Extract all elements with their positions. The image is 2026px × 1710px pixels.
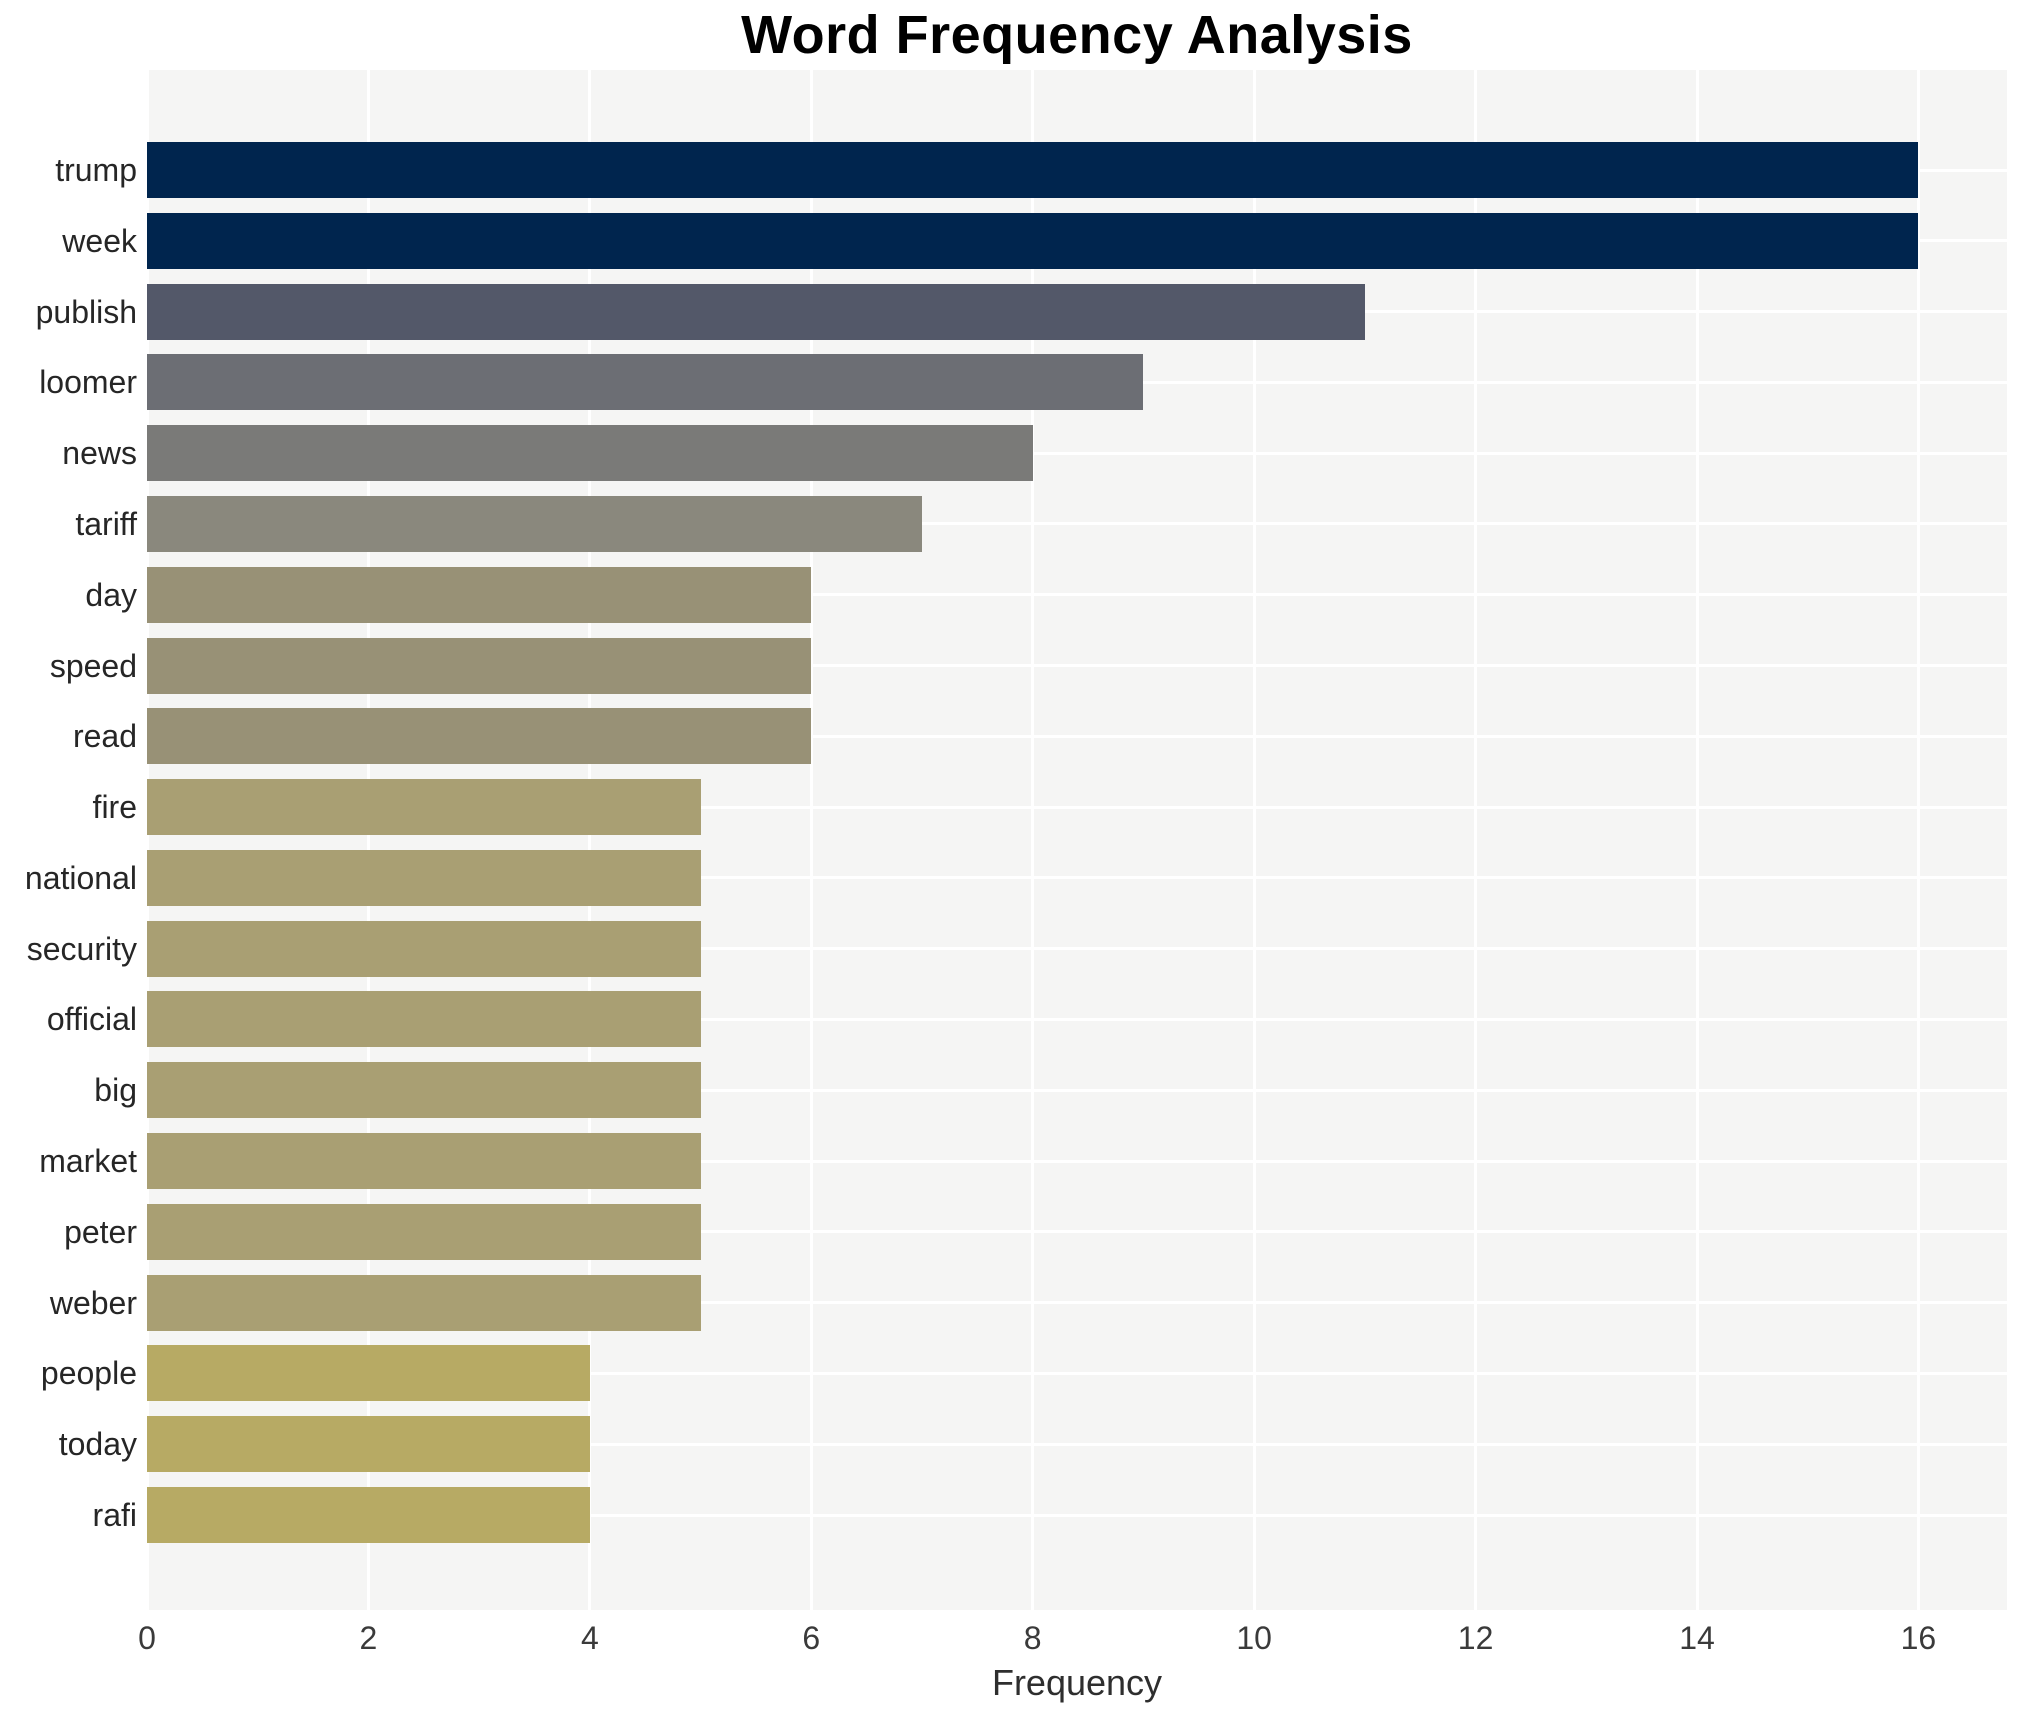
y-tick-label: weber [49,1284,137,1321]
y-tick-label: read [72,718,137,755]
y-tick-label: fire [92,789,137,826]
v-gridline [1474,70,1478,1610]
h-gridline [147,734,2007,738]
y-tick-label: peter [64,1213,137,1250]
x-tick-label: 10 [1236,1620,1272,1656]
bar [147,991,701,1048]
bar [147,495,922,552]
bar [147,354,1144,411]
y-tick-label: publish [35,293,137,330]
h-gridline [147,1088,2007,1092]
y-tick-label: rafi [92,1497,137,1533]
v-gridline [1916,70,1920,1610]
x-axis-label: Frequency [991,1662,1163,1703]
h-gridline [147,451,2007,455]
bar [147,142,1919,198]
h-gridline [147,593,2007,597]
y-tick-label: big [94,1072,137,1109]
y-tick-label: today [58,1426,137,1463]
h-gridline [147,876,2007,880]
v-gridline [809,70,813,1610]
h-gridline [147,1442,2007,1446]
bar [147,1062,701,1119]
bar [147,1487,590,1543]
y-tick-label: official [46,1001,137,1038]
x-tick-label: 0 [138,1620,156,1656]
h-gridline [147,1301,2007,1305]
h-gridline [147,805,2007,809]
bar [147,566,812,623]
v-gridline [1695,70,1699,1610]
y-tick-label: news [62,435,137,472]
y-tick-label: trump [55,152,137,188]
h-gridline [147,1230,2007,1234]
bar [147,425,1033,482]
x-tick-label: 14 [1679,1620,1715,1656]
v-gridline [588,70,592,1610]
y-tick-label: speed [49,647,137,684]
v-gridline [1031,70,1035,1610]
x-tick-label: 2 [359,1620,378,1656]
bar [147,849,701,906]
bar [147,1345,590,1402]
x-tick-label: 16 [1900,1620,1937,1656]
h-gridline [147,1159,2007,1163]
bar [147,1133,701,1190]
bar [147,1274,701,1331]
h-gridline [147,1371,2007,1375]
y-tick-label: national [24,859,137,896]
x-tick-label: 4 [580,1620,599,1656]
bar [147,1416,590,1473]
y-tick-label: market [39,1143,137,1180]
y-tick-label: week [62,222,137,259]
h-gridline [147,522,2007,526]
y-tick-label: security [26,930,137,967]
x-tick-label: 12 [1457,1620,1494,1656]
y-tick-label: people [40,1355,137,1392]
chart-title: Word Frequency Analysis [741,5,1413,65]
h-gridline [147,947,2007,951]
x-tick-label: 8 [1023,1620,1042,1656]
h-gridline [147,1513,2007,1517]
bar [147,708,812,765]
bar [147,920,701,977]
h-gridline [147,664,2007,668]
y-tick-label: loomer [39,364,137,401]
x-tick-label: 6 [802,1620,821,1656]
v-gridline [366,70,370,1610]
bar [147,283,1365,340]
y-tick-label: tariff [75,505,137,542]
plot-area [145,70,2007,1610]
y-tick-label: day [85,576,137,613]
v-gridline [1252,70,1256,1610]
bar [147,212,1919,269]
bar [147,779,701,836]
bar [147,637,812,694]
h-gridline [147,1017,2007,1021]
bar [147,1203,701,1260]
v-gridline [145,70,149,1610]
